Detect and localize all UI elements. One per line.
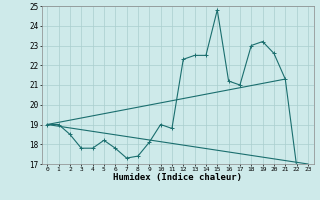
X-axis label: Humidex (Indice chaleur): Humidex (Indice chaleur) xyxy=(113,173,242,182)
